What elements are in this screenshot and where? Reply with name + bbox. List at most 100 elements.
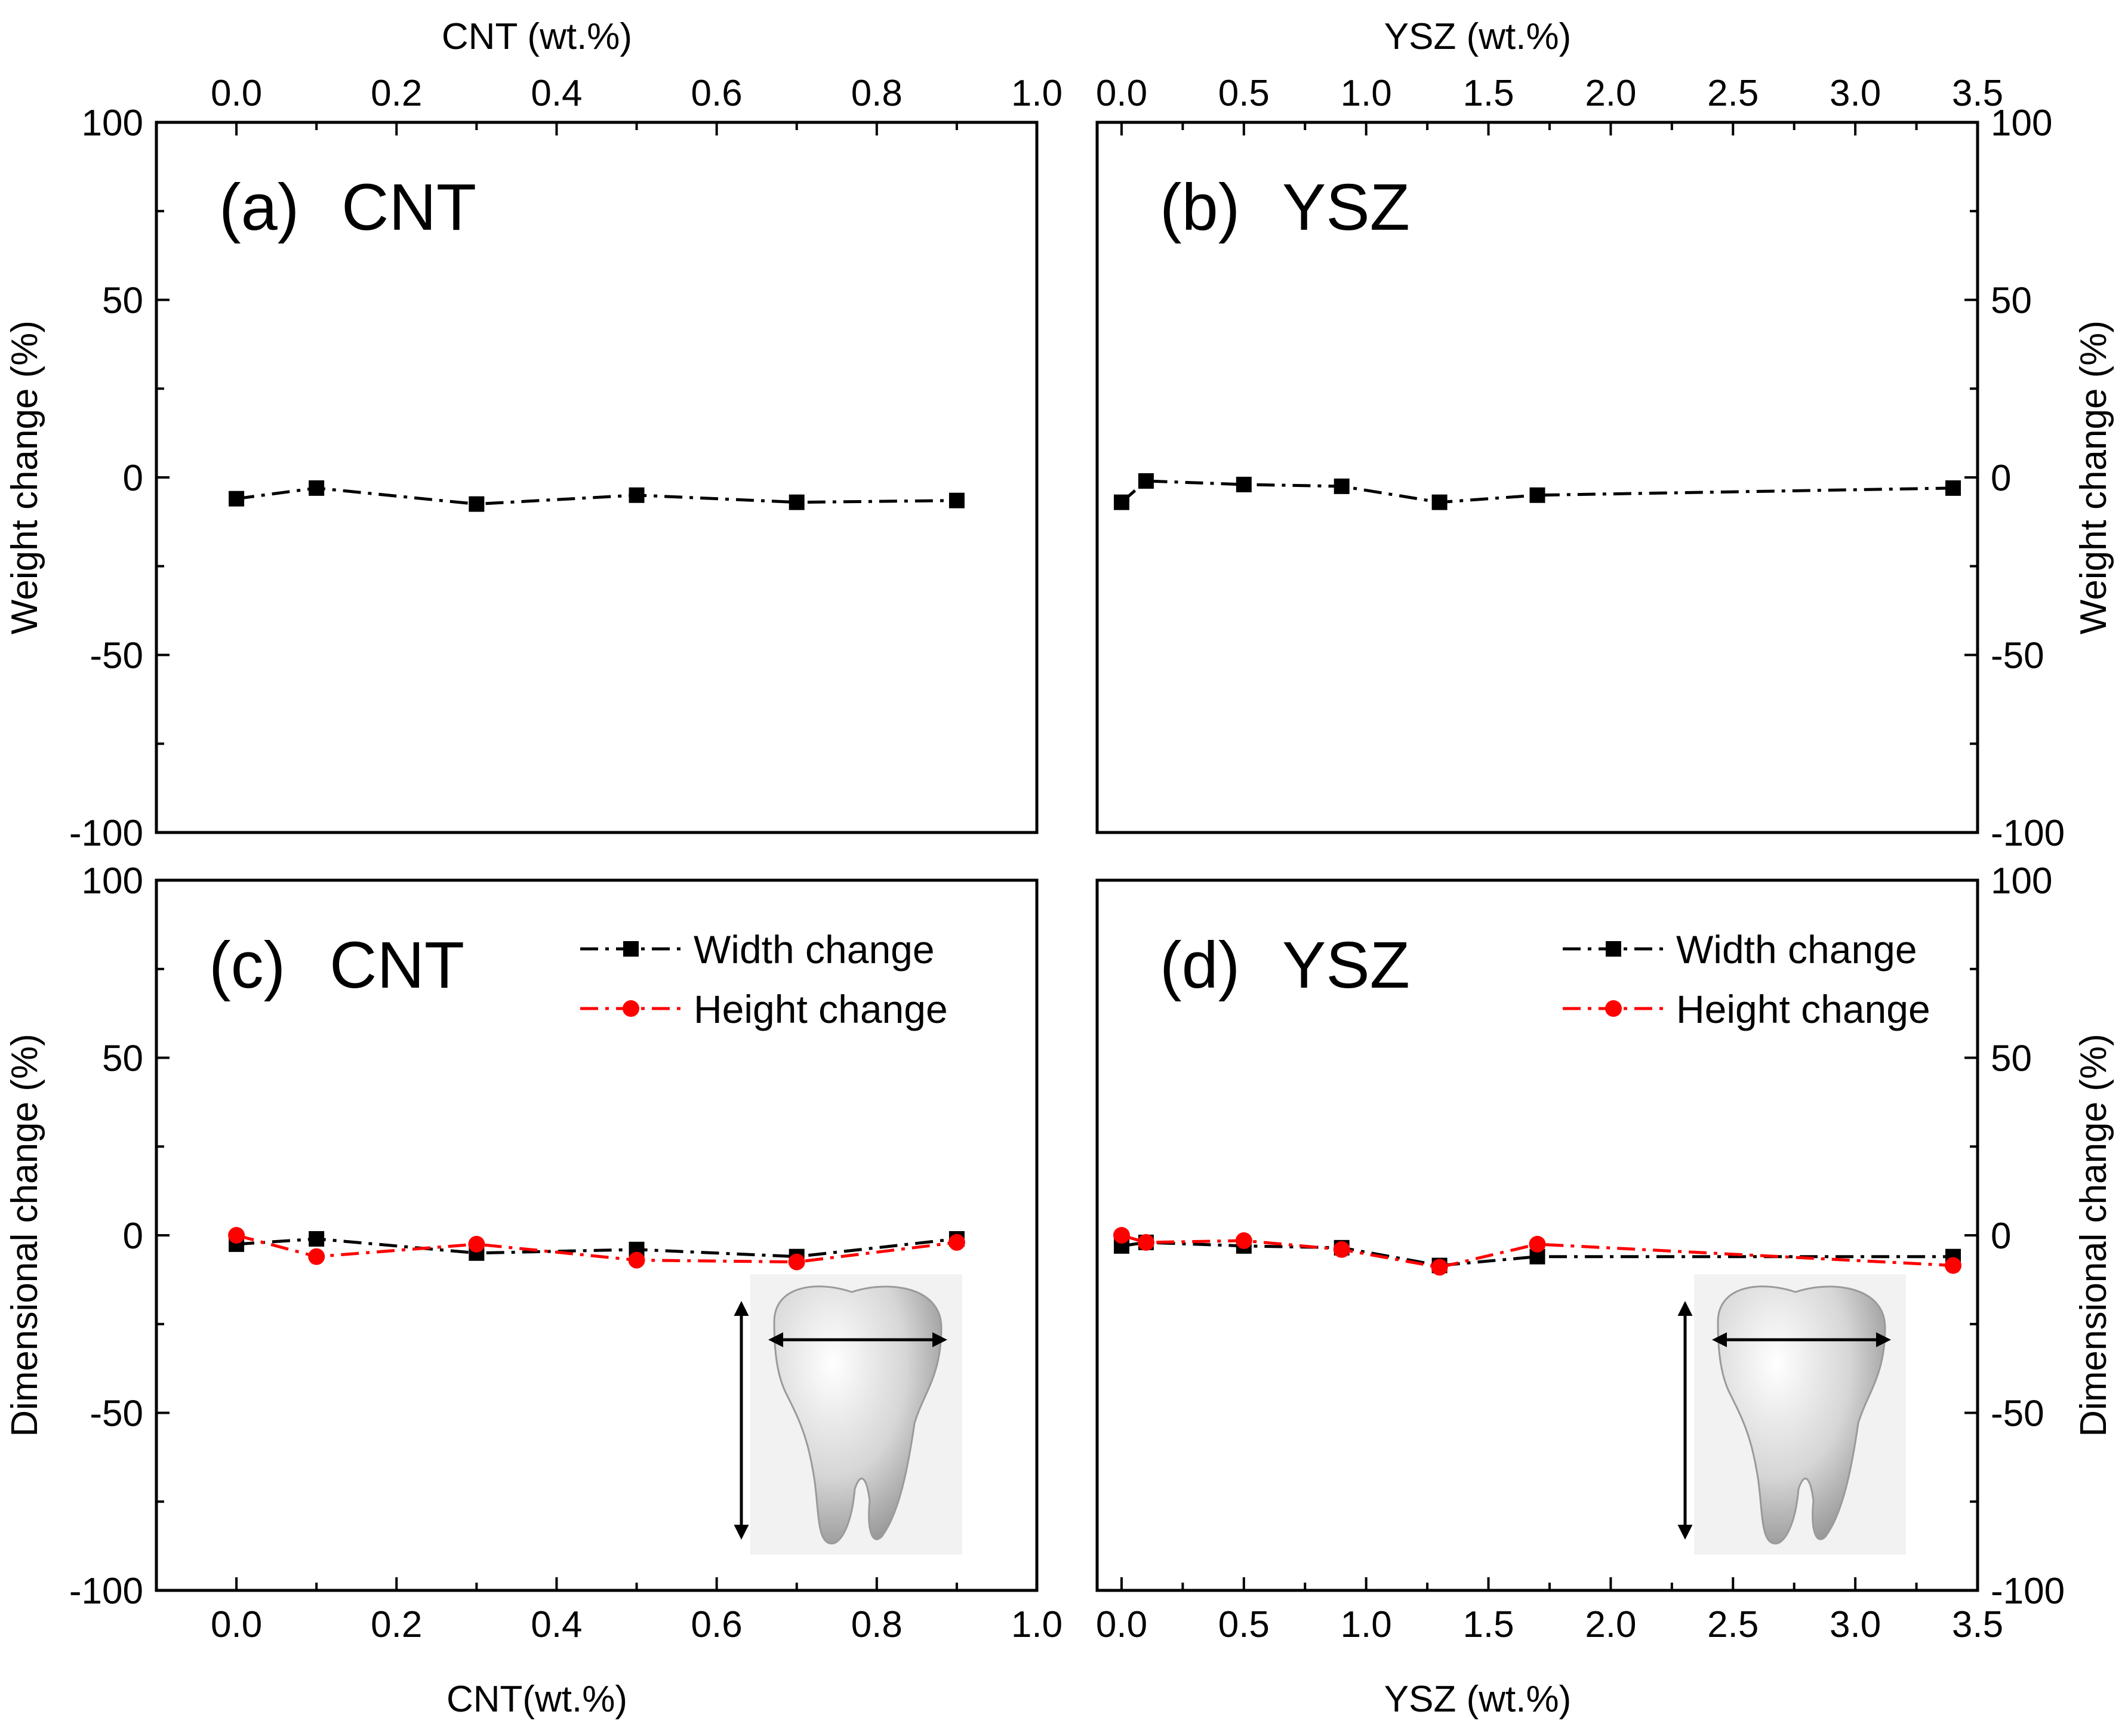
panel-title: YSZ [1282,171,1410,244]
data-point [228,1227,245,1244]
tooth-illustration [1677,1274,1906,1555]
x-tick-label: 3.5 [1952,1604,2003,1645]
y-axis-title: Weight change (%) [2073,320,2114,634]
data-point [948,1234,965,1251]
panel-label: (d) [1160,929,1240,1002]
data-point [1137,1234,1154,1251]
y-tick-label: -100 [69,813,143,854]
legend-label: Height change [694,987,948,1031]
panel-b: -100 -50 0 50 100 Weight change (%) 0.0 0.5 1.0 1… [1095,16,2114,854]
series-height-change [1113,1227,1962,1276]
series-line [236,1237,957,1259]
y-tick-label: -50 [1991,1393,2044,1435]
series-height-change [228,1227,965,1271]
x-tick-label: 0.8 [851,1604,903,1645]
y-tick-label: 0 [123,1216,143,1257]
data-point [948,492,965,508]
x-tick-label: 0.0 [211,1604,262,1645]
panel-title: CNT [329,929,464,1002]
x-tick-label: 1.5 [1462,1604,1514,1645]
y-tick-label: -100 [1991,1571,2065,1612]
legend: Width change Height change [580,927,948,1031]
x-axis-title-bottom: CNT(wt.%) [446,1679,627,1720]
panel-label: (a) [219,171,299,244]
data-point [628,1251,645,1269]
y-tick-label: 50 [102,1038,143,1080]
x-tick-label: 0.0 [211,73,262,114]
legend-marker [1605,1000,1622,1017]
panel-d: -100 -50 0 50 100 Dimensional change (%) 0.0 0.… [1095,861,2114,1720]
x-tick-label: 0.2 [371,1604,422,1645]
legend-label: Height change [1676,987,1930,1031]
x-tick-label: 3.0 [1830,73,1881,114]
y-axis-title: Dimensional change (%) [4,1034,45,1436]
data-point [309,480,325,496]
data-point [1236,476,1252,492]
data-point [229,491,245,507]
x-axis-title-bottom: YSZ (wt.%) [1384,1679,1571,1720]
y-tick-label: -50 [90,1393,143,1435]
x-tick-label: 1.0 [1011,1604,1063,1645]
x-tick-label: 3.0 [1830,1604,1881,1645]
data-point [1529,1235,1546,1253]
data-point [1945,480,1961,496]
x-tick-label: 1.5 [1462,73,1514,114]
panel-label: (b) [1160,171,1240,244]
y-tick-label: 50 [102,280,143,322]
y-axis-title: Dimensional change (%) [2073,1034,2114,1436]
x-tick-label: 3.5 [1952,73,2003,114]
legend-marker [623,941,639,957]
x-tick-label: 1.0 [1341,73,1392,114]
data-point [1334,478,1350,494]
series-line [236,486,957,506]
legend-marker [1606,941,1621,957]
data-point [629,487,645,503]
data-point [1235,1232,1252,1249]
x-tick-label: 1.0 [1011,73,1063,114]
tooth-icon [1717,1285,1886,1544]
y-tick-label: -100 [69,1571,143,1612]
y-tick-label: -100 [1991,813,2065,854]
series-weight-change [1113,473,1961,510]
x-axis-title-top: CNT (wt.%) [442,16,632,57]
y-tick-label: 0 [1991,458,2011,499]
y-tick-label: -50 [90,636,143,677]
x-tick-label: 2.5 [1707,73,1759,114]
x-tick-label: 2.0 [1585,1604,1636,1645]
data-point [1945,1257,1962,1274]
panel-title: YSZ [1282,929,1410,1002]
data-point [1113,1227,1130,1244]
y-tick-label: 100 [82,861,143,902]
x-tick-label: 0.6 [691,73,743,114]
data-point [1529,487,1545,503]
y-tick-label: 50 [1991,1038,2032,1080]
y-tick-label: 100 [82,103,143,144]
x-tick-label: 0.6 [691,1604,743,1645]
x-tick-label: 2.0 [1585,73,1636,114]
data-point [789,494,805,510]
data-point [1431,1259,1448,1276]
x-tick-label: 1.0 [1341,1604,1392,1645]
data-point [788,1253,805,1271]
y-axis-title: Weight change (%) [4,320,45,634]
x-axis-title-top: YSZ (wt.%) [1384,16,1571,57]
y-tick-label: 50 [1991,280,2032,322]
y-tick-label: 0 [123,458,143,499]
tooth-illustration [734,1274,962,1555]
legend: Width change Height change [1563,927,1930,1031]
panel-label: (c) [209,929,285,1002]
data-point [468,1235,485,1253]
x-tick-label: 2.5 [1707,1604,1759,1645]
x-tick-label: 0.5 [1218,1604,1270,1645]
series-width-change [229,1231,965,1265]
legend-label: Width change [694,927,935,972]
x-tick-label: 0.0 [1096,1604,1147,1645]
x-tick-label: 0.8 [851,73,903,114]
x-tick-label: 0.4 [531,73,582,114]
panel-a: -100 -50 0 50 100 Weight change (%) 0.0 0.2 0.4 0… [4,16,1063,854]
y-tick-label: 100 [1991,103,2052,144]
legend-marker [623,1000,639,1017]
panel-title: CNT [341,171,476,244]
data-point [1138,473,1154,489]
